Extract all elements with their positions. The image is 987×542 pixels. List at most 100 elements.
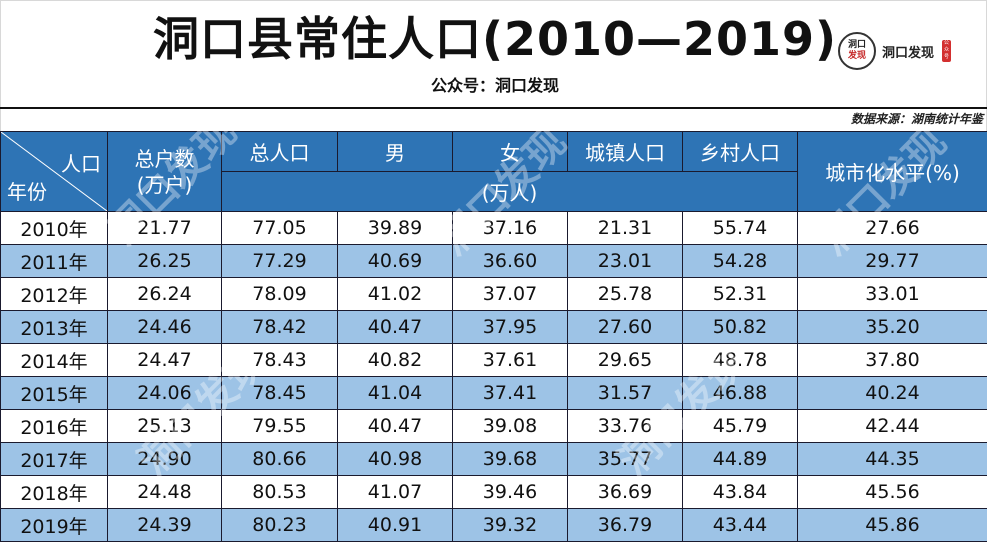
cell-rural: 54.28 xyxy=(682,244,798,278)
col-header-total: 总人口 xyxy=(221,131,338,172)
cell-urban: 31.57 xyxy=(567,376,683,410)
cell-total: 78.09 xyxy=(221,277,338,311)
cell-total: 78.43 xyxy=(221,343,338,377)
col-header-male: 男 xyxy=(337,131,453,172)
cell-year: 2018年 xyxy=(0,475,108,509)
cell-male: 41.02 xyxy=(337,277,453,311)
header-row: 人口 年份 总户数 (万户) 总人口 男 女 城镇人口 乡村人口 城市化水平(%… xyxy=(0,131,987,212)
cell-total: 80.53 xyxy=(221,475,338,509)
cell-urban: 29.65 xyxy=(567,343,683,377)
cell-male: 40.69 xyxy=(337,244,453,278)
cell-total: 80.23 xyxy=(221,508,338,542)
cell-households: 25.13 xyxy=(107,409,222,443)
cell-households: 24.47 xyxy=(107,343,222,377)
cell-year: 2010年 xyxy=(0,211,108,245)
cell-female: 37.41 xyxy=(452,376,568,410)
page-title: 洞口县常住人口(2010—2019) xyxy=(152,12,838,66)
cell-rural: 50.82 xyxy=(682,310,798,344)
cell-urban: 21.31 xyxy=(567,211,683,245)
cell-year: 2012年 xyxy=(0,277,108,311)
cell-rural: 48.78 xyxy=(682,343,798,377)
col-header-urban: 城镇人口 xyxy=(567,131,683,172)
cell-total: 80.66 xyxy=(221,442,338,476)
table-row: 2010年 21.77 77.05 39.89 37.16 21.31 55.74 27.66 xyxy=(0,211,987,245)
cell-year: 2013年 xyxy=(0,310,108,344)
cell-total: 77.29 xyxy=(221,244,338,278)
corner-bottom-left: 年份 xyxy=(7,180,47,204)
cell-urbanization: 27.66 xyxy=(797,211,987,245)
brand-logo-text: 洞口发现 xyxy=(882,45,935,61)
cell-male: 41.04 xyxy=(337,376,453,410)
cell-female: 39.68 xyxy=(452,442,568,476)
cell-female: 36.60 xyxy=(452,244,568,278)
cell-rural: 43.44 xyxy=(682,508,798,542)
cell-urbanization: 45.56 xyxy=(797,475,987,509)
cell-urbanization: 40.24 xyxy=(797,376,987,410)
cell-female: 37.61 xyxy=(452,343,568,377)
cell-urban: 35.77 xyxy=(567,442,683,476)
cell-households: 21.77 xyxy=(107,211,222,245)
cell-urban: 23.01 xyxy=(567,244,683,278)
table-row: 2018年 24.48 80.53 41.07 39.46 36.69 43.84 45.56 xyxy=(0,475,987,509)
cell-male: 39.89 xyxy=(337,211,453,245)
cell-male: 40.47 xyxy=(337,310,453,344)
col-header-rural: 乡村人口 xyxy=(682,131,798,172)
cell-urban: 33.76 xyxy=(567,409,683,443)
seal-icon: 公众号 xyxy=(942,40,952,62)
cell-female: 37.07 xyxy=(452,277,568,311)
page-subtitle: 公众号：洞口发现 xyxy=(430,76,559,95)
corner-top-right: 人口 xyxy=(61,152,101,176)
logo-circle-line2: 发现 xyxy=(847,51,866,61)
cell-urbanization: 44.35 xyxy=(797,442,987,476)
cell-total: 77.05 xyxy=(221,211,338,245)
corner-header: 人口 年份 xyxy=(0,131,108,212)
cell-male: 40.82 xyxy=(337,343,453,377)
cell-rural: 52.31 xyxy=(682,277,798,311)
cell-year: 2016年 xyxy=(0,409,108,443)
cell-urbanization: 42.44 xyxy=(797,409,987,443)
cell-urbanization: 29.77 xyxy=(797,244,987,278)
diagonal-line-icon xyxy=(1,132,107,211)
table-row: 2013年 24.46 78.42 40.47 37.95 27.60 50.82 35.20 xyxy=(0,310,987,344)
cell-year: 2011年 xyxy=(0,244,108,278)
cell-households: 24.90 xyxy=(107,442,222,476)
population-table: 人口 年份 总户数 (万户) 总人口 男 女 城镇人口 乡村人口 城市化水平(%… xyxy=(0,131,987,542)
cell-urban: 36.79 xyxy=(567,508,683,542)
table-row: 2015年 24.06 78.45 41.04 37.41 31.57 46.88 40.24 xyxy=(0,376,987,410)
cell-total: 79.55 xyxy=(221,409,338,443)
cell-female: 39.46 xyxy=(452,475,568,509)
table-row: 2012年 26.24 78.09 41.02 37.07 25.78 52.31 33.01 xyxy=(0,277,987,311)
cell-female: 39.08 xyxy=(452,409,568,443)
cell-year: 2017年 xyxy=(0,442,108,476)
col-header-urbanization: 城市化水平(%) xyxy=(797,131,987,212)
col-header-households: 总户数 (万户) xyxy=(107,131,222,212)
cell-year: 2014年 xyxy=(0,343,108,377)
cell-year: 2015年 xyxy=(0,376,108,410)
cell-urban: 25.78 xyxy=(567,277,683,311)
col-header-female: 女 xyxy=(452,131,568,172)
cell-households: 24.46 xyxy=(107,310,222,344)
cell-male: 41.07 xyxy=(337,475,453,509)
cell-households: 26.24 xyxy=(107,277,222,311)
brand-logo: 洞口 发现 洞口发现 公众号 xyxy=(838,30,978,72)
cell-urbanization: 37.80 xyxy=(797,343,987,377)
shared-unit-label: (万人) xyxy=(221,171,798,212)
brand-logo-icon: 洞口 发现 xyxy=(838,32,876,70)
cell-urbanization: 35.20 xyxy=(797,310,987,344)
cell-male: 40.91 xyxy=(337,508,453,542)
cell-female: 37.95 xyxy=(452,310,568,344)
col-label: 总户数 xyxy=(134,146,195,171)
cell-female: 39.32 xyxy=(452,508,568,542)
cell-female: 37.16 xyxy=(452,211,568,245)
table-row: 2014年 24.47 78.43 40.82 37.61 29.65 48.78 37.80 xyxy=(0,343,987,377)
col-unit: (万户) xyxy=(136,172,193,197)
cell-rural: 44.89 xyxy=(682,442,798,476)
cell-urban: 36.69 xyxy=(567,475,683,509)
cell-households: 26.25 xyxy=(107,244,222,278)
cell-total: 78.45 xyxy=(221,376,338,410)
cell-male: 40.47 xyxy=(337,409,453,443)
cell-urbanization: 45.86 xyxy=(797,508,987,542)
cell-households: 24.06 xyxy=(107,376,222,410)
cell-year: 2019年 xyxy=(0,508,108,542)
cell-urban: 27.60 xyxy=(567,310,683,344)
